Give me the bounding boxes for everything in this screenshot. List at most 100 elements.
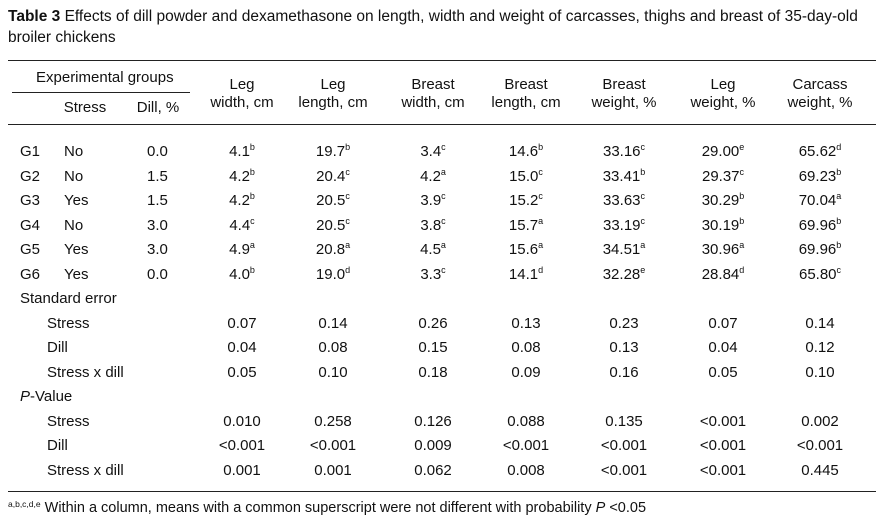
stress-value: No: [64, 143, 84, 160]
table-cell: 4.4c: [229, 216, 254, 235]
table-cell: 0.13: [609, 339, 639, 356]
cell-value: 14.1: [508, 265, 539, 283]
table-cell: 28.84d: [701, 265, 745, 284]
table-cell: 0.001: [223, 461, 261, 479]
group-id: G1: [20, 143, 41, 160]
cell-superscript: b: [249, 166, 255, 177]
table-label: Table 3: [8, 8, 61, 25]
cell-superscript: a: [538, 215, 544, 226]
stress-value: No: [64, 167, 84, 185]
table-cell: 4.2b: [229, 192, 255, 210]
table-cell: <0.001: [699, 461, 747, 479]
table-cell: 32.28e: [603, 265, 646, 284]
table-cell: 3.9c: [420, 192, 445, 210]
column-header-line2: width, cm: [401, 94, 465, 111]
table-cell: 4.2a: [420, 167, 446, 186]
table-cell: 69.96b: [799, 241, 842, 259]
section-title-text: Standard error: [20, 290, 117, 307]
cell-value: 65.80: [798, 265, 837, 283]
cell-superscript: e: [739, 142, 745, 152]
table-cell: 0.08: [511, 339, 541, 356]
cell-value: 4.1: [229, 143, 250, 160]
cell-value: 33.19: [602, 216, 641, 234]
table-cell: 14.1d: [508, 264, 544, 284]
table-cell: 14.6b: [509, 143, 543, 161]
stress-value: No: [64, 216, 84, 234]
section-row-label: Stress x dill: [47, 461, 124, 479]
table-cell: 3.8c: [420, 216, 445, 235]
cell-superscript: b: [739, 191, 745, 201]
group-header-rule: [12, 92, 190, 93]
cell-value: 4.2: [420, 167, 441, 185]
cell-superscript: a: [249, 240, 255, 250]
cell-superscript: b: [249, 264, 255, 275]
table-cell: 33.19c: [602, 215, 646, 235]
cell-superscript: a: [345, 240, 351, 250]
cell-value: 30.19: [701, 216, 740, 234]
cell-value: 69.96: [798, 241, 837, 258]
table-cell: 0.09: [511, 363, 541, 381]
column-header-line1: Breast: [411, 76, 455, 93]
table-cell: 19.0d: [316, 265, 350, 284]
table-cell: 30.19b: [701, 216, 745, 235]
section-row-label: Stress: [47, 314, 90, 332]
section-row-label: Stress x dill: [47, 363, 124, 381]
table-cell: 65.80c: [798, 265, 841, 284]
table-cell: 33.41b: [603, 166, 646, 186]
table-cell: 4.2b: [229, 166, 255, 186]
dill-header: Dill, %: [136, 99, 180, 116]
dill-value: 1.5: [147, 192, 168, 209]
column-header-line2: width, cm: [210, 94, 274, 111]
column-header-line1: Breast: [602, 76, 646, 93]
table-cell: 15.0c: [509, 166, 543, 186]
cell-value: 4.5: [420, 241, 441, 258]
column-header-line2: length, cm: [298, 94, 368, 111]
cell-superscript: b: [345, 142, 351, 152]
table-cell: 4.0b: [229, 264, 255, 284]
table-cell: 33.63c: [603, 192, 645, 210]
cell-superscript: d: [538, 264, 544, 275]
section-title-prefix: P: [20, 388, 31, 405]
table-cell: 0.07: [227, 314, 257, 332]
table-cell: 0.15: [418, 339, 448, 356]
header-rule: [8, 124, 876, 125]
cell-value: 69.96: [798, 216, 837, 234]
table-cell: 0.135: [605, 412, 643, 430]
cell-value: 19.7: [315, 143, 346, 160]
dill-value: 0.0: [147, 143, 168, 160]
cell-superscript: a: [538, 240, 544, 250]
table-cell: 3.3c: [420, 265, 445, 284]
table-cell: 29.00e: [702, 143, 745, 161]
section-row-label: Stress: [47, 412, 90, 430]
cell-superscript: c: [640, 142, 646, 152]
cell-value: 15.7: [508, 216, 539, 234]
table-cell: 20.8a: [316, 241, 350, 259]
column-header-line2: weight, %: [690, 94, 756, 111]
section-title: P-Value: [20, 388, 72, 406]
table-cell: 15.6a: [509, 241, 543, 259]
cell-superscript: c: [640, 215, 646, 226]
stress-value: Yes: [64, 265, 89, 283]
table-cell: 0.009: [414, 437, 452, 454]
column-header-line1: Carcass: [792, 76, 848, 93]
cell-superscript: b: [640, 166, 646, 177]
cell-value: 20.5: [316, 192, 346, 209]
cell-value: 4.2: [229, 167, 250, 185]
cell-value: 70.04: [798, 192, 837, 209]
cell-superscript: c: [538, 166, 543, 177]
table-cell: <0.001: [699, 412, 747, 430]
cell-value: 20.4: [316, 167, 346, 185]
table-cell: <0.001: [600, 461, 648, 479]
table-cell: 19.7b: [316, 143, 350, 161]
cell-value: 30.29: [701, 192, 740, 209]
table-cell: 0.062: [414, 461, 452, 479]
table-cell: 0.16: [609, 363, 639, 381]
cell-value: 28.84: [701, 265, 740, 283]
table-cell: 0.26: [418, 314, 448, 332]
cell-value: 3.4: [420, 143, 442, 160]
cell-value: 33.63: [602, 192, 641, 209]
cell-value: 3.8: [420, 216, 442, 234]
footnote-text: Within a column, means with a common sup…: [40, 500, 596, 516]
cell-superscript: b: [836, 240, 842, 250]
table-cell: 0.10: [318, 363, 348, 381]
